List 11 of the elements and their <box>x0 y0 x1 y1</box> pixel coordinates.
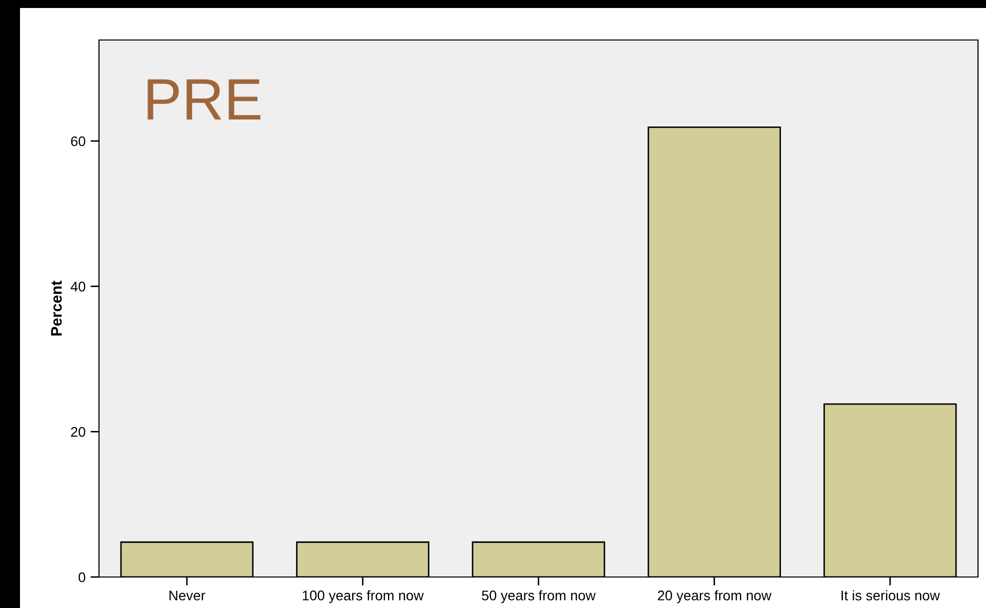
y-axis-title: Percent <box>51 280 62 336</box>
x-tick-label: Never <box>170 590 206 600</box>
x-tick-label: 100 years from now <box>302 590 424 604</box>
annotation: PRE <box>148 79 260 120</box>
x-tick-label: It is serious now <box>842 590 940 600</box>
y-tick-label: 60 <box>71 136 86 146</box>
y-tick-label: 20 <box>71 427 86 437</box>
x-tick-label: 50 years from now <box>482 590 596 604</box>
y-tick-label: 0 <box>78 572 86 582</box>
y-tick-label: 40 <box>70 282 86 292</box>
x-tick-label: 20 years from now <box>658 590 772 604</box>
